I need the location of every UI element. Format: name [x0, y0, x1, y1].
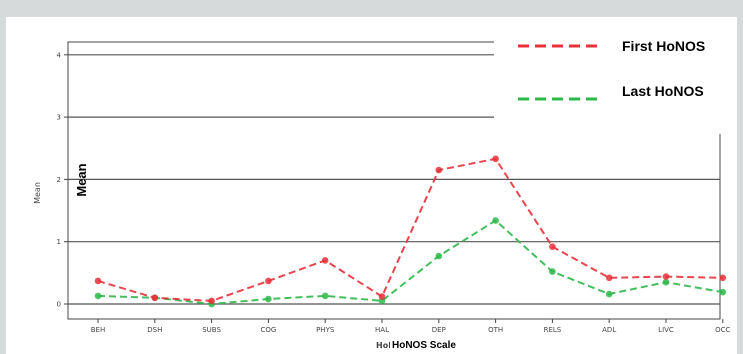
- x-tick-label-livc: LIVC: [658, 326, 674, 334]
- point-last-honos-rels: [549, 268, 556, 275]
- point-last-honos-livc: [662, 278, 670, 286]
- point-last-honos-adl: [605, 290, 613, 298]
- point-first-honos-dep: [435, 166, 443, 174]
- legend-label-last: Last HoNOS: [622, 83, 704, 99]
- point-first-honos-beh: [94, 277, 102, 285]
- x-axis: BEH DSH SUBS COG PHYS HAL DEP OTH RELS ADL LIVC OCC: [91, 319, 731, 334]
- x-tick-label-subs: SUBS: [202, 326, 221, 334]
- y-tick-label-3: 3: [57, 114, 61, 122]
- point-first-honos-hal: [378, 293, 386, 300]
- y-axis-title-original: Mean: [33, 182, 42, 204]
- point-last-honos-cog: [265, 295, 272, 303]
- x-tick-label-dsh: DSH: [147, 326, 162, 334]
- x-axis-title-overlay-bg: [390, 335, 466, 351]
- point-last-honos-phys: [321, 292, 329, 300]
- point-first-honos-livc: [662, 273, 670, 280]
- point-first-honos-phys: [321, 257, 329, 264]
- point-last-honos-oth: [492, 217, 499, 224]
- point-last-honos-occ: [719, 288, 727, 296]
- point-first-honos-subs: [208, 297, 215, 305]
- legend: First HoNOS Last HoNOS: [494, 30, 737, 134]
- legend-background: [494, 30, 737, 134]
- point-last-honos-beh: [94, 292, 102, 300]
- point-first-honos-occ: [719, 274, 727, 282]
- y-tick-label-1: 1: [57, 238, 61, 246]
- point-first-honos-oth: [492, 155, 499, 163]
- y-tick-label-2: 2: [57, 176, 61, 184]
- x-tick-label-adl: ADL: [602, 326, 616, 334]
- y-tick-label-0: 0: [57, 301, 61, 309]
- x-tick-label-rels: RELS: [544, 326, 562, 334]
- x-tick-label-hal: HAL: [375, 326, 389, 334]
- x-tick-label-beh: BEH: [91, 326, 106, 334]
- x-tick-label-oth: OTH: [488, 326, 503, 334]
- x-axis-title-overlay: HoNOS Scale: [392, 340, 456, 351]
- point-first-honos-dsh: [151, 294, 159, 302]
- point-first-honos-cog: [265, 277, 272, 285]
- y-tick-label-4: 4: [57, 51, 62, 59]
- point-last-honos-dep: [435, 252, 443, 260]
- series-line-last-honos: [97, 219, 723, 305]
- x-tick-label-dep: DEP: [432, 326, 446, 334]
- x-tick-label-cog: COG: [260, 326, 276, 334]
- x-axis-title-original: HoN: [376, 341, 395, 350]
- x-tick-label-occ: OCC: [715, 326, 730, 334]
- point-first-honos-rels: [549, 243, 556, 250]
- legend-label-first: First HoNOS: [622, 38, 705, 54]
- chart-frame: BEH DSH SUBS COG PHYS HAL DEP OTH RELS ADL LIVC OCC…: [6, 17, 737, 354]
- y-axis-title-overlay: Mean: [74, 163, 89, 196]
- point-first-honos-adl: [605, 274, 613, 282]
- y-axis: 0 1 2 3 4: [57, 51, 68, 309]
- series-layer: [94, 155, 727, 308]
- line-chart: BEH DSH SUBS COG PHYS HAL DEP OTH RELS ADL LIVC OCC…: [33, 30, 737, 351]
- x-tick-label-phys: PHYS: [316, 326, 335, 334]
